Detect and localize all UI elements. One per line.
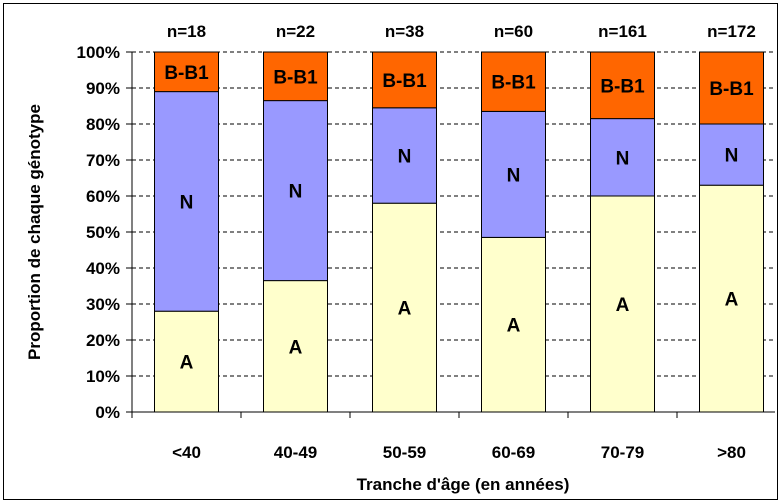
segment-label: N — [616, 148, 630, 169]
bars — [154, 51, 764, 413]
bar-segment-n — [372, 107, 437, 204]
segment-label: B-B1 — [600, 76, 645, 97]
bar-segment-b-b1 — [372, 51, 437, 109]
sample-size-label: n=18 — [167, 22, 206, 41]
bar-segment-a — [263, 280, 328, 413]
y-axis-title: Proportion de chaque génotype — [25, 104, 44, 360]
segment-label: A — [507, 316, 521, 337]
bar-segment-b-b1 — [263, 51, 328, 102]
y-tick-label: 10% — [86, 367, 120, 386]
segment-label: B-B1 — [273, 67, 318, 88]
sample-size-label: n=172 — [707, 22, 756, 41]
segment-label: B-B1 — [164, 63, 209, 84]
x-tick-label: 40-49 — [274, 443, 317, 462]
bar-segment-a — [154, 310, 219, 413]
segment-label: N — [398, 147, 412, 168]
y-tick-label: 80% — [86, 115, 120, 134]
bar-segment-b-b1 — [699, 51, 764, 125]
y-tick-label: 90% — [86, 79, 120, 98]
bar-segment-b-b1 — [154, 51, 219, 93]
y-tick-label: 0% — [95, 403, 120, 422]
x-tick-label: >80 — [717, 443, 746, 462]
bar-segment-n — [481, 110, 546, 238]
labels: 0% 10% 20% 30% 40% 50% 60% 70% 80% 90% 100% A N B-B1 <… — [77, 22, 756, 462]
segment-label: A — [289, 337, 303, 358]
segment-label: N — [507, 165, 521, 186]
bar-segment-n — [154, 91, 219, 312]
segment-label: B-B1 — [491, 73, 536, 94]
x-axis-title: Tranche d'âge (en années) — [357, 475, 570, 494]
y-tick-label: 60% — [86, 187, 120, 206]
bar-segment-a — [481, 236, 546, 413]
y-tick-label: 70% — [86, 151, 120, 170]
segment-label: B-B1 — [709, 79, 754, 100]
segment-label: A — [398, 299, 412, 320]
segment-label: N — [289, 182, 303, 203]
sample-size-label: n=22 — [276, 22, 315, 41]
segment-label: A — [180, 353, 194, 374]
x-tick-label: 50-59 — [383, 443, 426, 462]
x-tick-label: 60-69 — [492, 443, 535, 462]
y-tick-label: 30% — [86, 295, 120, 314]
segment-label: A — [616, 295, 630, 316]
segment-label: N — [180, 192, 194, 213]
bar-segment-n — [263, 100, 328, 282]
sample-size-label: n=161 — [598, 22, 647, 41]
y-tick-label: 20% — [86, 331, 120, 350]
sample-size-label: n=60 — [494, 22, 533, 41]
bar-segment-a — [372, 202, 437, 413]
segment-label: B-B1 — [382, 71, 427, 92]
bar-segment-b-b1 — [481, 51, 546, 112]
x-tick-label: <40 — [172, 443, 201, 462]
bar-segment-a — [699, 184, 764, 413]
segment-label: A — [725, 290, 739, 311]
y-tick-label: 50% — [86, 223, 120, 242]
bar-segment-b-b1 — [590, 51, 655, 120]
y-tick-label: 40% — [86, 259, 120, 278]
bar-segment-a — [590, 195, 655, 413]
gridlines — [132, 51, 775, 377]
segment-label: N — [725, 146, 739, 167]
y-tick-label: 100% — [77, 43, 120, 62]
axes — [126, 51, 775, 418]
sample-size-label: n=38 — [385, 22, 424, 41]
x-tick-label: 70-79 — [601, 443, 644, 462]
